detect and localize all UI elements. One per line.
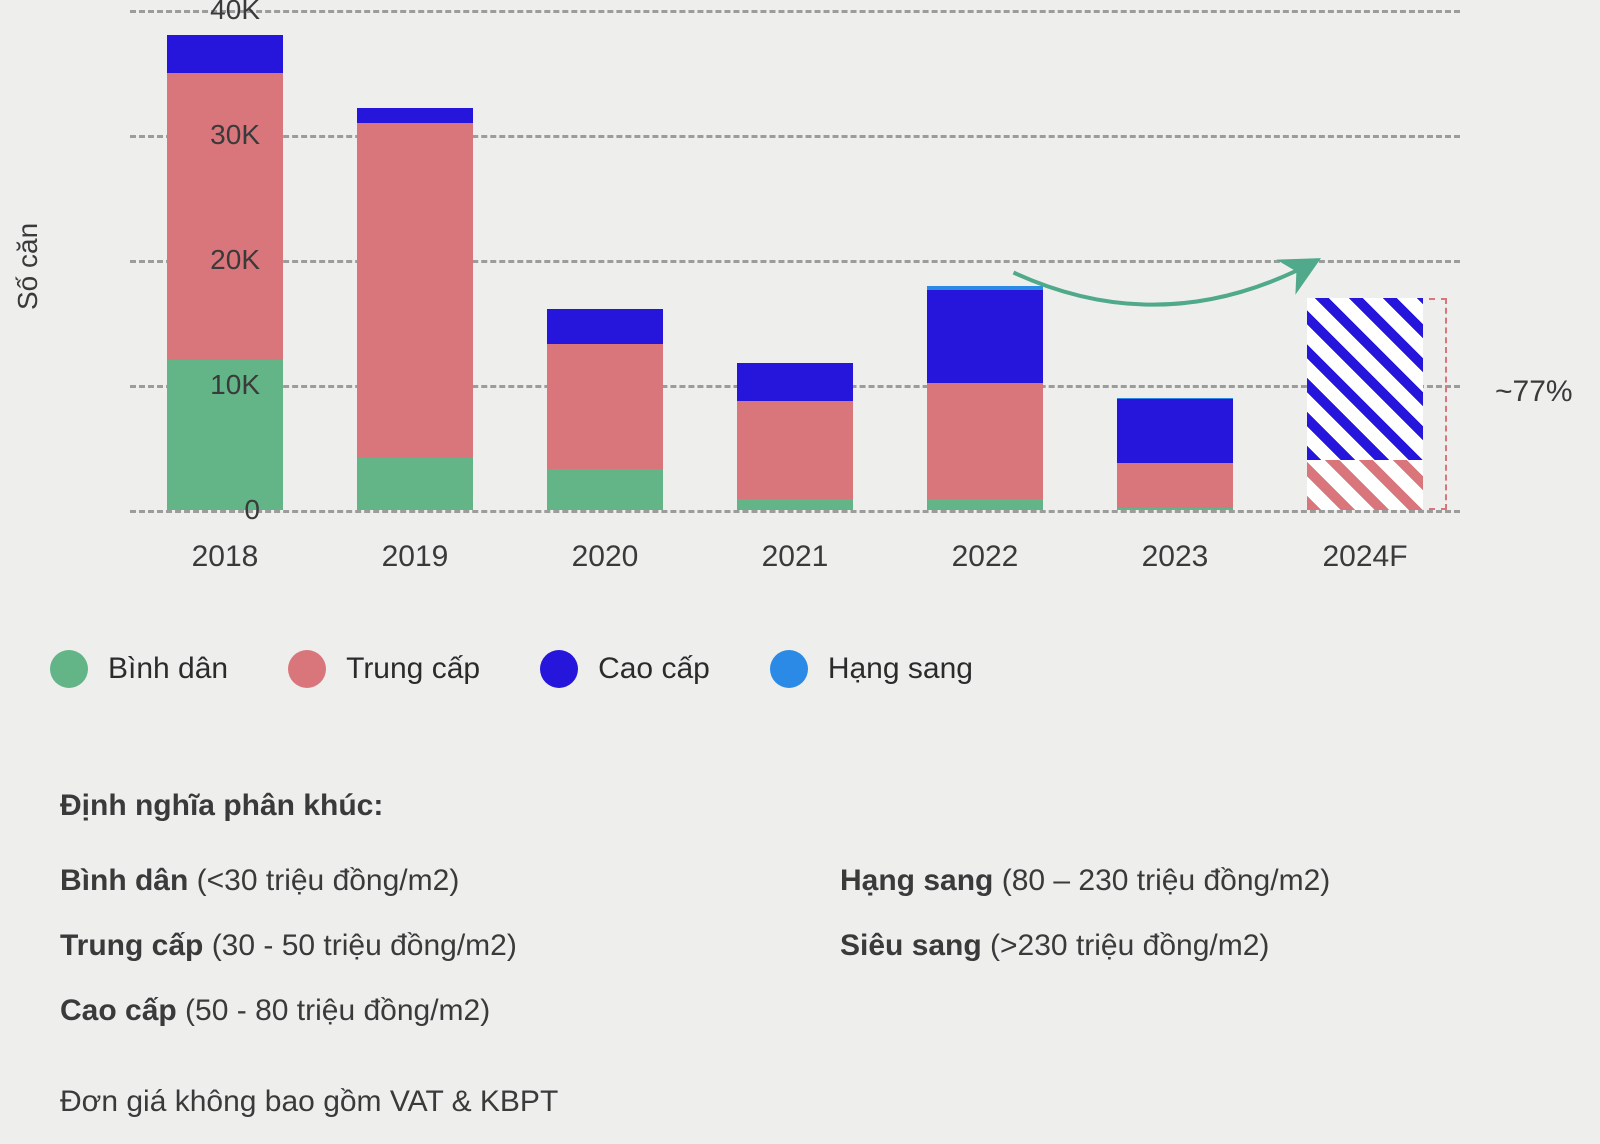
legend-label: Bình dân [108, 652, 228, 686]
bar-segment [357, 123, 473, 458]
definitions-title: Định nghĩa phân khúc: [60, 780, 1540, 831]
bar-segment-forecast [1307, 298, 1423, 461]
legend-label: Hạng sang [828, 652, 973, 686]
chart-container: Số căn 2018201920202021202220232024F ~77… [0, 0, 1600, 640]
bar-segment [547, 309, 663, 344]
definition-term: Bình dân [60, 864, 197, 897]
definition-term: Siêu sang [840, 929, 990, 962]
bar-slot [320, 10, 510, 510]
definitions-grid: Bình dân (<30 triệu đồng/m2) Hạng sang (8… [60, 855, 1540, 1036]
definition-item: Bình dân (<30 triệu đồng/m2) [60, 855, 760, 906]
bar-segment [737, 401, 853, 499]
bar-segment-forecast [1307, 460, 1423, 510]
legend-item: Trung cấp [288, 650, 480, 688]
definition-term: Trung cấp [60, 929, 212, 962]
legend-swatch [540, 650, 578, 688]
bar-segment [357, 108, 473, 123]
definition-item: Siêu sang (>230 triệu đồng/m2) [840, 920, 1540, 971]
stacked-bar [357, 108, 473, 511]
definition-desc: (80 – 230 triệu đồng/m2) [1002, 864, 1331, 897]
stacked-bar [1117, 398, 1233, 511]
bar-segment [547, 469, 663, 510]
y-tick-label: 40K [180, 0, 260, 26]
x-tick-label: 2018 [130, 540, 320, 574]
stacked-bar [737, 363, 853, 511]
bar-segment [547, 344, 663, 469]
y-tick-label: 20K [180, 244, 260, 276]
definition-desc: (50 - 80 triệu đồng/m2) [185, 994, 490, 1027]
definition-item: Trung cấp (30 - 50 triệu đồng/m2) [60, 920, 760, 971]
y-tick-label: 30K [180, 119, 260, 151]
definition-item: Cao cấp (50 - 80 triệu đồng/m2) [60, 985, 760, 1036]
legend-label: Cao cấp [598, 652, 710, 686]
bar-segment [1117, 463, 1233, 508]
bar-segment [357, 458, 473, 511]
y-tick-label: 0 [180, 494, 260, 526]
bar-slot [890, 10, 1080, 510]
bar-slot [510, 10, 700, 510]
bar-segment [167, 35, 283, 73]
legend-item: Bình dân [50, 650, 228, 688]
x-tick-label: 2022 [890, 540, 1080, 574]
bar-slot [700, 10, 890, 510]
bar-segment [927, 499, 1043, 510]
x-axis-labels: 2018201920202021202220232024F [130, 540, 1460, 574]
legend-label: Trung cấp [346, 652, 480, 686]
bar-segment [737, 363, 853, 402]
stacked-bar [1307, 298, 1423, 511]
bar-segment [167, 73, 283, 361]
x-tick-label: 2024F [1270, 540, 1460, 574]
y-tick-label: 10K [180, 369, 260, 401]
bar-slot [1270, 10, 1460, 510]
definition-desc: (30 - 50 triệu đồng/m2) [212, 929, 517, 962]
bar-segment [927, 383, 1043, 499]
legend-item: Cao cấp [540, 650, 710, 688]
bar-slot [1080, 10, 1270, 510]
bar-segment [1117, 399, 1233, 463]
stacked-bar [547, 309, 663, 510]
legend-item: Hạng sang [770, 650, 973, 688]
definition-item: Hạng sang (80 – 230 triệu đồng/m2) [840, 855, 1540, 906]
bar-segment [737, 499, 853, 510]
x-tick-label: 2021 [700, 540, 890, 574]
x-tick-label: 2020 [510, 540, 700, 574]
definition-desc: (>230 triệu đồng/m2) [990, 929, 1269, 962]
y-axis-label: Số căn [12, 223, 44, 310]
x-tick-label: 2019 [320, 540, 510, 574]
legend: Bình dân Trung cấp Cao cấp Hạng sang [50, 650, 1550, 688]
x-tick-label: 2023 [1080, 540, 1270, 574]
definition-term: Cao cấp [60, 994, 185, 1027]
grid-line [130, 510, 1460, 513]
stacked-bar [927, 286, 1043, 510]
legend-swatch [770, 650, 808, 688]
legend-swatch [288, 650, 326, 688]
forecast-annotation: ~77% [1495, 375, 1573, 409]
legend-swatch [50, 650, 88, 688]
bar-segment [1117, 508, 1233, 511]
definitions-footnote: Đơn giá không bao gồm VAT & KBPT [60, 1076, 1540, 1127]
plot-area [130, 10, 1460, 510]
bar-segment [927, 290, 1043, 383]
definitions-section: Định nghĩa phân khúc: Bình dân (<30 triệ… [60, 780, 1540, 1127]
definition-desc: (<30 triệu đồng/m2) [197, 864, 460, 897]
definition-term: Hạng sang [840, 864, 1002, 897]
